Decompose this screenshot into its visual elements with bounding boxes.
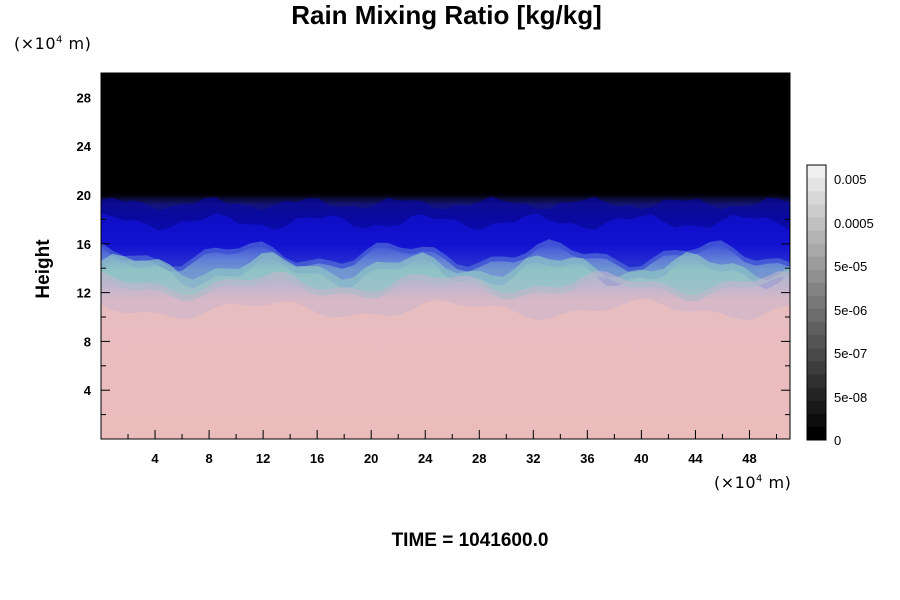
colorbar-label: 5e-05 <box>834 259 867 274</box>
y-tick-label: 16 <box>77 237 91 252</box>
lavender-band <box>101 270 790 321</box>
x-tick-label: 32 <box>526 451 540 466</box>
colorbar-swatch <box>807 426 826 441</box>
colorbar-label: 0 <box>834 433 841 448</box>
colorbar-swatch <box>807 295 826 310</box>
x-tick-label: 4 <box>151 451 159 466</box>
colorbar-swatch <box>807 165 826 179</box>
colorbar-label: 5e-08 <box>834 390 867 405</box>
colorbar-swatch <box>807 361 826 376</box>
colorbar-swatch <box>807 269 826 284</box>
colorbar-swatch <box>807 282 826 297</box>
colorbar-swatch <box>807 413 826 428</box>
colorbar-swatch <box>807 400 826 415</box>
x-tick-label: 16 <box>310 451 324 466</box>
colorbar-swatch <box>807 374 826 389</box>
plot-frame <box>100 72 791 440</box>
colorbar-swatch <box>807 335 826 349</box>
chart-title: Rain Mixing Ratio [kg/kg] <box>291 0 602 30</box>
colorbar-swatch <box>807 191 826 205</box>
x-tick-label: 40 <box>634 451 648 466</box>
y-axis-unit: (×104 m) <box>14 34 92 53</box>
x-axis-unit: (×104 m) <box>714 473 792 492</box>
colorbar-frame <box>806 164 827 441</box>
y-tick-label: 24 <box>77 139 92 154</box>
x-tick-label: 36 <box>580 451 594 466</box>
colorbar-swatch <box>807 243 826 258</box>
x-tick-label: 48 <box>742 451 756 466</box>
colorbar-label: 5e-06 <box>834 303 867 318</box>
colorbar-swatch <box>807 348 826 362</box>
y-tick-label: 4 <box>84 383 92 398</box>
y-tick-label: 28 <box>77 90 91 105</box>
colorbar-swatch <box>807 178 826 192</box>
y-tick-label: 8 <box>84 334 91 349</box>
upper-blue-band <box>101 196 790 231</box>
y-tick-label: 12 <box>77 286 91 301</box>
x-tick-label: 12 <box>256 451 270 466</box>
colorbar-swatch <box>807 256 826 271</box>
colorbar-swatch <box>807 309 826 323</box>
cyan-band <box>101 251 790 301</box>
colorbar-swatch <box>807 230 826 245</box>
colorbar-label: 0.005 <box>834 172 867 187</box>
colorbar-swatch <box>807 322 826 336</box>
colorbar-swatch <box>807 204 826 218</box>
x-tick-label: 28 <box>472 451 486 466</box>
y-tick-label: 20 <box>77 188 91 203</box>
time-label: TIME = 1041600.0 <box>391 530 549 551</box>
x-tick-label: 44 <box>688 451 703 466</box>
colorbar-label: 0.0005 <box>834 216 874 231</box>
x-tick-label: 8 <box>205 451 212 466</box>
colorbar-label: 5e-07 <box>834 346 867 361</box>
colorbar-swatch <box>807 387 826 402</box>
x-tick-label: 24 <box>418 451 433 466</box>
blue-band <box>101 213 790 273</box>
colorbar-swatch <box>807 217 826 231</box>
x-tick-label: 20 <box>364 451 378 466</box>
